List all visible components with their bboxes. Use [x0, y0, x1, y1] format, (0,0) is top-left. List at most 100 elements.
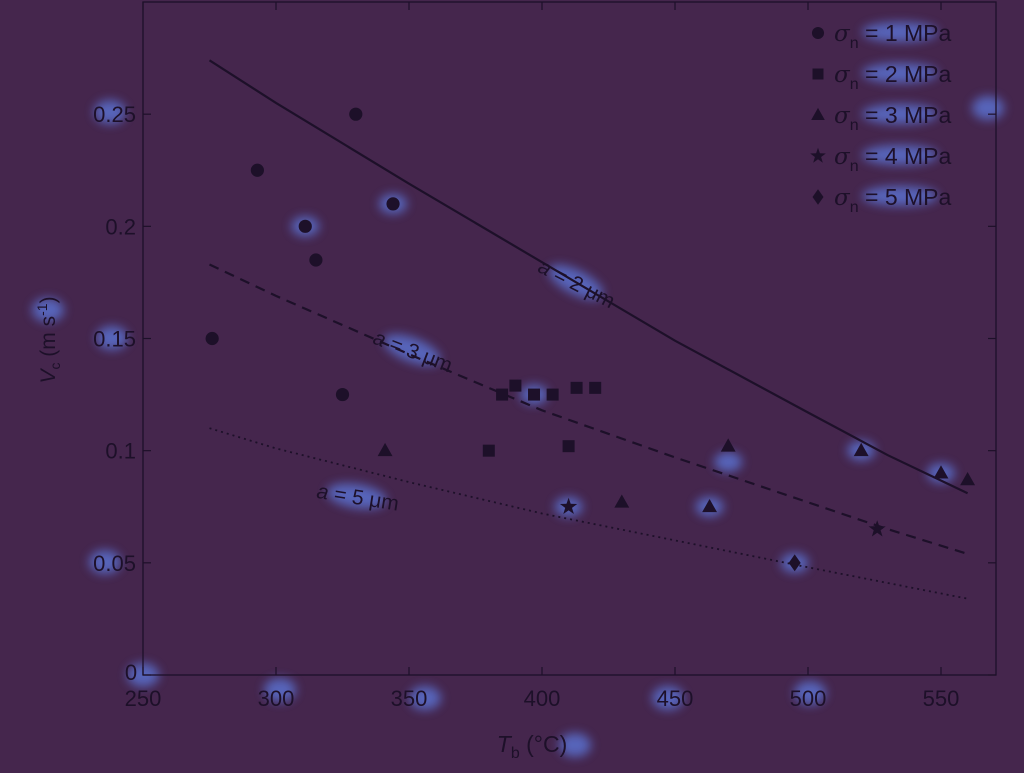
glow-spot: [714, 451, 743, 472]
curve-label: a = 5 μm: [315, 480, 400, 516]
x-axis-sub: b: [511, 745, 520, 762]
glow-spot: [862, 63, 938, 83]
legend-value: = 3 MPa: [859, 102, 952, 128]
square-marker: [570, 381, 583, 394]
legend-sigma: σ: [834, 185, 851, 211]
legend-sub: n: [850, 117, 859, 134]
legend-sub: n: [850, 35, 859, 52]
circle-marker: [250, 163, 264, 177]
legend-sub: n: [850, 76, 859, 93]
square-marker: [589, 381, 602, 394]
y-axis-close: ): [37, 296, 60, 303]
glow-spot: [94, 100, 126, 124]
axis-ticks: 250 300 350 400 450 500 550 0 0.05 0.1 0.15 0.2 0.25: [93, 2, 996, 711]
glow-spot: [652, 686, 684, 710]
glow-spot: [326, 483, 387, 509]
curve-solid: [208, 59, 969, 495]
star-marker: [560, 497, 578, 514]
x-tick-label: 350: [391, 686, 428, 711]
star-marker: [810, 147, 826, 163]
triangle-marker: [811, 107, 825, 120]
legend-entry: σn = 1 MPa: [834, 20, 952, 52]
legend-sigma: σ: [834, 144, 851, 170]
glow-spot: [862, 104, 938, 124]
y-axis-symbol: V: [37, 368, 60, 384]
y-tick-label: 0.25: [93, 102, 136, 127]
square-marker: [528, 388, 541, 401]
square-marker: [546, 388, 559, 401]
legend-value: = 4 MPa: [859, 143, 952, 169]
y-tick-label: 0.1: [105, 439, 136, 464]
diamond-marker: [812, 189, 824, 205]
circle-marker: [335, 387, 350, 402]
glow-spot: [383, 334, 441, 366]
data-points: [205, 107, 976, 572]
square-marker: [812, 68, 824, 80]
x-tick-label: 300: [258, 686, 295, 711]
circle-marker: [309, 253, 323, 267]
glow-spot: [862, 186, 938, 206]
glow-spot: [862, 145, 938, 165]
y-tick-label: 0.2: [105, 214, 136, 239]
curve-label: a = 3 μm: [370, 326, 455, 377]
curve-dashed: [209, 263, 968, 555]
x-tick-label: 400: [524, 686, 561, 711]
x-axis-unit: (°C): [520, 731, 568, 757]
curve-label: a = 2 μm: [534, 255, 618, 313]
curve-label-text: = 3 μm: [381, 330, 456, 377]
glow-spot: [559, 733, 591, 757]
highlight-glow-layer: [32, 22, 1004, 757]
legend-entry: σn = 2 MPa: [834, 61, 952, 93]
glow-spot: [862, 22, 938, 42]
glow-spot: [96, 326, 128, 350]
legend-entry: σn = 3 MPa: [834, 102, 952, 134]
y-axis-label: Vc (m s-1): [34, 296, 63, 383]
y-tick-label: 0.05: [93, 551, 136, 576]
y-axis-unit: (m s: [37, 316, 60, 363]
diamond-marker: [788, 554, 801, 572]
circle-marker: [386, 197, 400, 211]
circle-marker: [349, 107, 363, 121]
legend-sub: n: [850, 199, 859, 216]
x-tick-label: 450: [657, 686, 694, 711]
legend-value: = 2 MPa: [859, 61, 952, 87]
legend-sigma: σ: [834, 103, 851, 129]
legend-sigma: σ: [834, 62, 851, 88]
square-marker: [482, 444, 495, 457]
triangle-marker: [933, 465, 949, 479]
triangle-marker: [702, 498, 718, 513]
x-tick-label: 550: [923, 686, 960, 711]
triangle-marker: [720, 438, 736, 452]
curve-label-text: = 2 μm: [545, 260, 619, 313]
y-axis-sub: c: [47, 363, 63, 370]
axis-labels: Tb (°C) Vc (m s-1): [34, 296, 567, 762]
triangle-marker: [614, 494, 630, 508]
curve-label-var: a: [315, 480, 330, 505]
glow-spot: [794, 681, 826, 705]
x-tick-label: 500: [790, 686, 827, 711]
curve-label-text: = 5 μm: [327, 482, 401, 516]
glow-spot: [972, 96, 1004, 120]
glow-spot: [89, 550, 121, 574]
square-marker: [509, 379, 522, 392]
x-axis-label: Tb (°C): [497, 731, 568, 762]
triangle-marker: [377, 442, 393, 457]
legend-value: = 1 MPa: [859, 20, 952, 46]
star-marker: [868, 520, 886, 537]
y-tick-label: 0.15: [93, 327, 136, 352]
x-tick-label: 250: [125, 686, 162, 711]
x-axis-symbol: T: [497, 731, 513, 757]
glow-spot: [32, 298, 64, 322]
y-axis-sup: -1: [34, 303, 50, 316]
model-curves: a = 2 μm a = 3 μm a = 5 μm: [208, 59, 969, 600]
circle-marker: [298, 219, 312, 233]
glow-spot: [264, 678, 296, 702]
y-tick-label: 0: [125, 660, 137, 685]
square-marker: [496, 388, 509, 401]
legend-sub: n: [850, 158, 859, 175]
glow-spot: [409, 686, 441, 710]
legend-value: = 5 MPa: [859, 184, 952, 210]
circle-marker: [205, 331, 219, 346]
